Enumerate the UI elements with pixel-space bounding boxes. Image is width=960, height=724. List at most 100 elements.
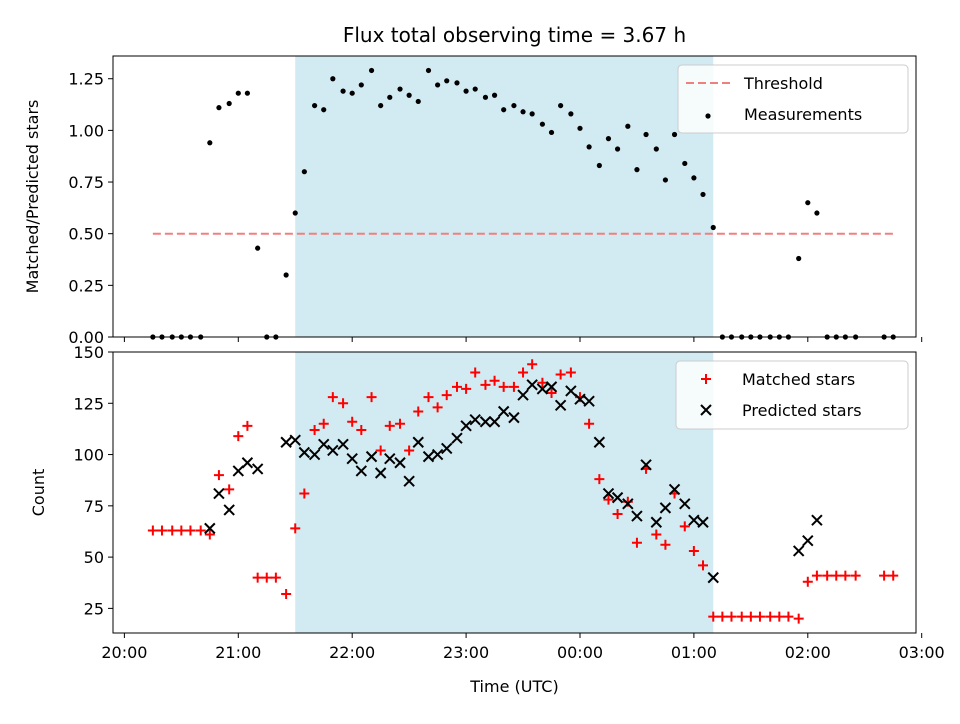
matched-star-point: [176, 525, 187, 536]
matched-star-point: [698, 560, 709, 571]
predicted-star-point: [811, 514, 823, 526]
predicted-star-point: [792, 545, 805, 557]
measurement-point: [255, 245, 261, 251]
measurement-point: [283, 272, 289, 278]
predicted-star-point: [346, 452, 358, 465]
predicted-star-point: [460, 420, 472, 432]
matched-star-point: [840, 570, 851, 581]
matched-star-point: [850, 570, 861, 581]
predicted-star-point: [707, 571, 719, 584]
chart-title: Flux total observing time = 3.67 h: [343, 23, 686, 47]
predicted-star-point: [545, 381, 558, 393]
measurement-point: [501, 107, 507, 113]
y-tick-label: 50: [84, 548, 104, 567]
matched-star-point: [594, 474, 605, 485]
bottom-y-axis-title: Count: [29, 469, 48, 517]
series-matched-stars: [147, 359, 899, 624]
measurement-point: [425, 67, 432, 74]
legend: Threshold Measurements: [677, 64, 909, 134]
matched-star-point: [318, 418, 329, 429]
measurement-point: [529, 111, 535, 117]
predicted-star-point: [679, 498, 691, 510]
matched-star-point: [347, 416, 358, 427]
measurement-point: [662, 177, 669, 183]
measurement-point: [605, 136, 612, 142]
matched-star-point: [185, 525, 196, 536]
y-tick-label: 0.25: [68, 276, 104, 295]
observing-span: [295, 56, 714, 337]
predicted-star-point: [668, 483, 681, 496]
predicted-star-point: [593, 436, 606, 448]
predicted-star-point: [355, 465, 368, 477]
predicted-star-point: [298, 446, 311, 459]
predicted-star-point: [554, 399, 567, 412]
predicted-star-point: [488, 416, 501, 428]
matched-star-point: [281, 589, 292, 600]
matched-star-point: [224, 484, 235, 495]
predicted-star-point: [574, 393, 586, 405]
predicted-star-point: [213, 487, 225, 500]
measurement-point: [539, 121, 546, 127]
matched-star-point: [660, 539, 671, 550]
predicted-star-point: [327, 444, 339, 457]
predicted-star-point: [241, 457, 254, 469]
legend: Matched stars Predicted stars: [675, 360, 909, 430]
measurement-point: [387, 94, 393, 100]
predicted-star-point: [602, 487, 615, 500]
matched-star-point: [375, 445, 386, 456]
predicted-star-point: [232, 465, 244, 477]
y-tick-label: 150: [73, 343, 104, 362]
predicted-star-point: [289, 434, 301, 446]
matched-star-point: [546, 388, 557, 399]
measurement-point: [235, 90, 241, 96]
matched-star-point: [470, 367, 481, 378]
matched-star-point: [299, 488, 310, 499]
matched-star-point: [261, 572, 272, 583]
legend-label: Threshold: [743, 74, 823, 93]
predicted-star-point: [394, 457, 406, 469]
x-tick-label: 20:00: [101, 643, 147, 662]
matched-star-point: [726, 611, 737, 622]
axes-frame: [112, 55, 917, 338]
matched-star-point: [423, 392, 434, 403]
predicted-star-point: [422, 450, 435, 463]
measurement-point: [301, 169, 307, 175]
measurement-point: [349, 90, 355, 96]
measurement-point: [682, 160, 688, 167]
matched-star-point: [147, 525, 158, 536]
measurement-point: [653, 146, 659, 152]
matched-star-point: [603, 494, 614, 505]
x-tick-label: 03:00: [899, 643, 945, 662]
legend-predicted-swatch: [700, 404, 712, 416]
predicted-star-point: [565, 385, 577, 397]
measurement-point: [634, 167, 640, 173]
legend-measurements-swatch: [705, 113, 711, 119]
matched-star-point: [527, 359, 538, 370]
series-predicted-stars: [204, 379, 823, 584]
predicted-star-point: [280, 436, 292, 448]
legend-label: Predicted stars: [742, 401, 862, 420]
matched-star-point: [451, 381, 462, 392]
matched-star-point: [584, 418, 595, 429]
matched-star-point: [480, 379, 491, 390]
top-panel: 0.00 0.25 0.50 0.75 1.00 1.25 Threshold Measure…: [23, 23, 923, 347]
measurement-point: [397, 86, 403, 92]
matched-star-point: [793, 613, 804, 624]
matched-star-point: [167, 525, 178, 536]
x-tick-label: 21:00: [215, 643, 261, 662]
measurement-point: [643, 131, 649, 138]
predicted-star-point: [431, 448, 444, 461]
legend-label: Measurements: [744, 105, 862, 124]
matched-star-point: [432, 402, 443, 413]
matched-star-point: [518, 367, 529, 378]
measurement-point: [625, 123, 631, 129]
matched-star-point: [612, 509, 623, 520]
predicted-star-point: [802, 534, 814, 547]
y-tick-label: 1.25: [68, 70, 104, 89]
predicted-star-point: [251, 463, 264, 475]
predicted-star-point: [223, 504, 235, 516]
y-tick-label: 0.50: [68, 225, 104, 244]
matched-star-point: [822, 570, 833, 581]
measurement-point: [671, 131, 678, 138]
predicted-star-point: [412, 436, 424, 448]
